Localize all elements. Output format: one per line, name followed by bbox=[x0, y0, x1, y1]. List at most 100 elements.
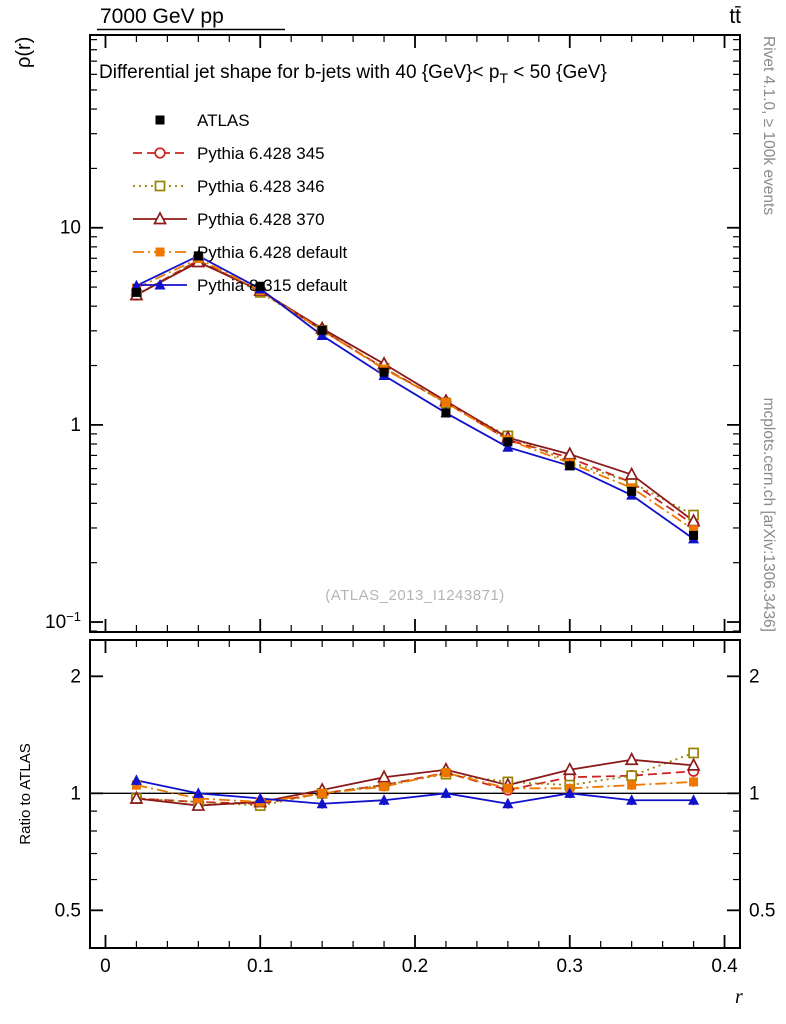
rivet-version-label: Rivet 4.1.0, ≥ 100k events bbox=[760, 36, 777, 215]
series-line-main bbox=[136, 254, 695, 540]
marker-square-filled bbox=[441, 768, 451, 778]
series-line-ratio bbox=[136, 752, 694, 807]
marker-square-filled bbox=[193, 251, 203, 261]
marker-triangle-filled bbox=[440, 787, 452, 798]
plot-title-sub: T bbox=[499, 70, 508, 86]
x-axis-label: r bbox=[735, 986, 743, 1008]
marker-triangle-open bbox=[624, 466, 639, 480]
marker-triangle-filled bbox=[378, 794, 390, 805]
legend-item: Pythia 6.428 default bbox=[133, 243, 348, 262]
ratio-y-axis-label: Ratio to ATLAS bbox=[17, 743, 34, 844]
marker-square-filled bbox=[689, 777, 699, 787]
marker-square-filled bbox=[155, 247, 165, 257]
x-tick-label: 0 bbox=[100, 956, 111, 977]
marker-square-filled bbox=[441, 408, 451, 418]
y-tick-label: 2 bbox=[70, 666, 81, 687]
legend-label: Pythia 6.428 370 bbox=[197, 210, 325, 229]
tick-marks bbox=[90, 35, 740, 948]
legend-item: ATLAS bbox=[155, 111, 250, 130]
marker-triangle-filled bbox=[154, 279, 166, 290]
x-tick-label: 0.1 bbox=[247, 956, 273, 977]
series-markers bbox=[130, 249, 700, 809]
legend-item: Pythia 8.315 default bbox=[133, 276, 348, 295]
legend-label: Pythia 6.428 346 bbox=[197, 177, 325, 196]
header-process-label: tt̄ bbox=[729, 5, 741, 28]
analysis-watermark: (ATLAS_2013_I1243871) bbox=[325, 587, 505, 604]
marker-square-filled bbox=[255, 281, 265, 291]
marker-square-open bbox=[154, 180, 166, 192]
series-layer bbox=[90, 249, 740, 811]
mcplots-arxiv-label: mcplots.cern.ch [arXiv:1306.3436] bbox=[760, 398, 777, 632]
marker-square-filled bbox=[379, 782, 389, 792]
legend-layer: ATLAS Pythia 6.428 345 Pythia 6.428 346 Pyt… bbox=[133, 111, 348, 295]
marker-square-open bbox=[626, 770, 638, 782]
marker-triangle-filled bbox=[502, 797, 514, 809]
series-line-ratio bbox=[136, 779, 694, 805]
series-markers bbox=[131, 254, 699, 811]
plot-title-pre: Differential jet shape for b-jets with 4… bbox=[99, 62, 499, 83]
marker-square-filled bbox=[317, 325, 327, 335]
marker-square-filled bbox=[689, 525, 699, 535]
marker-triangle-open bbox=[153, 211, 167, 225]
marker-triangle-filled bbox=[316, 329, 328, 341]
marker-square-filled bbox=[503, 437, 513, 447]
marker-triangle-open bbox=[191, 797, 206, 811]
y-tick-label: 1 bbox=[70, 415, 81, 436]
axes-layer: 0 0.1 0.2 0.3 0.4 10 1 10−1 2 2 1 1 0.5 0.5 bbox=[45, 34, 775, 977]
y-tick-label: 10−1 bbox=[45, 609, 81, 633]
series-markers bbox=[130, 254, 700, 810]
series-line-main bbox=[136, 257, 695, 531]
marker-square-open bbox=[688, 747, 699, 759]
series-markers bbox=[129, 254, 701, 811]
marker-square-filled bbox=[627, 780, 637, 790]
marker-square-filled bbox=[317, 788, 327, 798]
marker-square-filled bbox=[503, 783, 513, 793]
plot-title-post: < 50 {GeV} bbox=[508, 62, 607, 83]
y-tick-label: 1 bbox=[70, 783, 81, 804]
legend-label: ATLAS bbox=[197, 111, 250, 130]
marker-triangle-filled bbox=[316, 797, 328, 809]
series-line-main bbox=[135, 259, 694, 516]
plot-title: Differential jet shape for b-jets with 4… bbox=[99, 62, 607, 86]
marker-square-filled bbox=[441, 397, 451, 407]
marker-triangle-filled bbox=[502, 441, 514, 452]
main-y-axis-label: ρ(r) bbox=[13, 37, 35, 68]
legend-item: Pythia 6.428 345 bbox=[133, 144, 325, 163]
legend-label: Pythia 6.428 345 bbox=[197, 144, 325, 163]
header-beam-label: 7000 GeV pp bbox=[100, 5, 224, 28]
legend-item: Pythia 6.428 346 bbox=[133, 177, 325, 196]
series-markers bbox=[131, 251, 699, 540]
marker-triangle-open bbox=[562, 761, 577, 776]
marker-square-filled bbox=[627, 486, 637, 496]
marker-circle-open bbox=[154, 147, 166, 159]
marker-square-filled bbox=[565, 461, 575, 471]
marker-triangle-open bbox=[129, 790, 144, 804]
x-tick-label: 0.2 bbox=[402, 956, 428, 977]
series-line-ratio bbox=[136, 771, 694, 803]
marker-triangle-open bbox=[686, 757, 701, 771]
marker-triangle-filled bbox=[254, 792, 266, 803]
series-line-ratio bbox=[136, 758, 694, 807]
marker-square-filled bbox=[155, 115, 165, 125]
x-tick-label: 0.3 bbox=[557, 956, 583, 977]
marker-square-filled bbox=[193, 793, 203, 803]
y-tick-label: 0.5 bbox=[55, 900, 81, 921]
plot-frame bbox=[89, 34, 741, 633]
marker-triangle-open bbox=[624, 751, 639, 766]
y-tick-label: 0.5 bbox=[749, 900, 775, 921]
marker-square-filled bbox=[379, 367, 389, 377]
y-tick-label: 2 bbox=[749, 666, 760, 687]
y-tick-label: 1 bbox=[749, 783, 760, 804]
marker-square-filled bbox=[689, 530, 699, 540]
series-line-main bbox=[136, 261, 695, 522]
marker-triangle-filled bbox=[626, 794, 638, 805]
legend-label: Pythia 6.428 default bbox=[197, 243, 348, 262]
x-tick-label: 0.4 bbox=[711, 956, 738, 977]
legend-item: Pythia 6.428 370 bbox=[133, 210, 325, 229]
marker-triangle-filled bbox=[130, 774, 142, 785]
legend-label: Pythia 8.315 default bbox=[197, 276, 348, 295]
series-markers bbox=[131, 254, 699, 807]
y-tick-label: 10 bbox=[60, 218, 81, 239]
